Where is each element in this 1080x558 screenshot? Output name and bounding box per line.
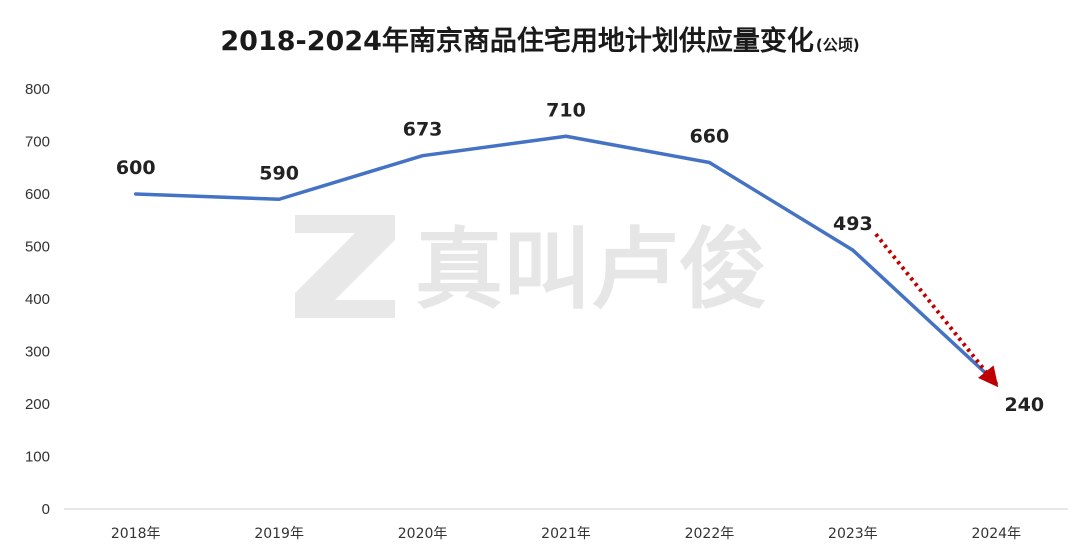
- data-label: 240: [1004, 394, 1044, 416]
- trend-arrow: [874, 232, 999, 388]
- y-tick-label: 200: [25, 396, 50, 413]
- data-label: 710: [546, 99, 586, 121]
- x-tick-label: 2024年: [971, 526, 1021, 542]
- y-tick-label: 100: [25, 449, 50, 466]
- x-tick-label: 2021年: [541, 526, 591, 542]
- y-tick-label: 300: [25, 344, 50, 361]
- y-tick-label: 700: [25, 134, 50, 151]
- series-line: [133, 134, 999, 385]
- x-axis: 2018年 2019年 2020年 2021年 2022年 2023年 2024年: [111, 526, 1021, 542]
- data-label: 600: [116, 157, 156, 179]
- x-tick-label: 2023年: [828, 526, 878, 542]
- x-tick-label: 2022年: [685, 526, 735, 542]
- watermark: 真叫卢俊: [295, 215, 767, 321]
- watermark-text: 真叫卢俊: [415, 218, 767, 321]
- data-label: 660: [690, 126, 730, 148]
- x-tick-label: 2019年: [254, 526, 304, 542]
- y-tick-label: 400: [25, 291, 50, 308]
- chart-title-main: 2018-2024年南京商品住宅用地计划供应量变化: [220, 25, 814, 57]
- x-tick-label: 2018年: [111, 526, 161, 542]
- z-logo-icon: [295, 215, 395, 318]
- x-tick-label: 2020年: [398, 526, 448, 542]
- y-tick-label: 0: [42, 501, 50, 518]
- data-label: 590: [259, 162, 299, 184]
- y-axis: 0 100 200 300 400 500 600 700 800: [25, 81, 50, 518]
- data-label: 673: [403, 119, 443, 141]
- y-tick-label: 500: [25, 239, 50, 256]
- data-label: 493: [833, 213, 873, 235]
- data-labels: 600 590 673 710 660 493 240: [116, 99, 1044, 416]
- y-tick-label: 600: [25, 186, 50, 203]
- y-tick-label: 800: [25, 81, 50, 98]
- chart-title: 2018-2024年南京商品住宅用地计划供应量变化 (公顷): [220, 25, 859, 57]
- chart-title-unit: (公顷): [816, 36, 860, 54]
